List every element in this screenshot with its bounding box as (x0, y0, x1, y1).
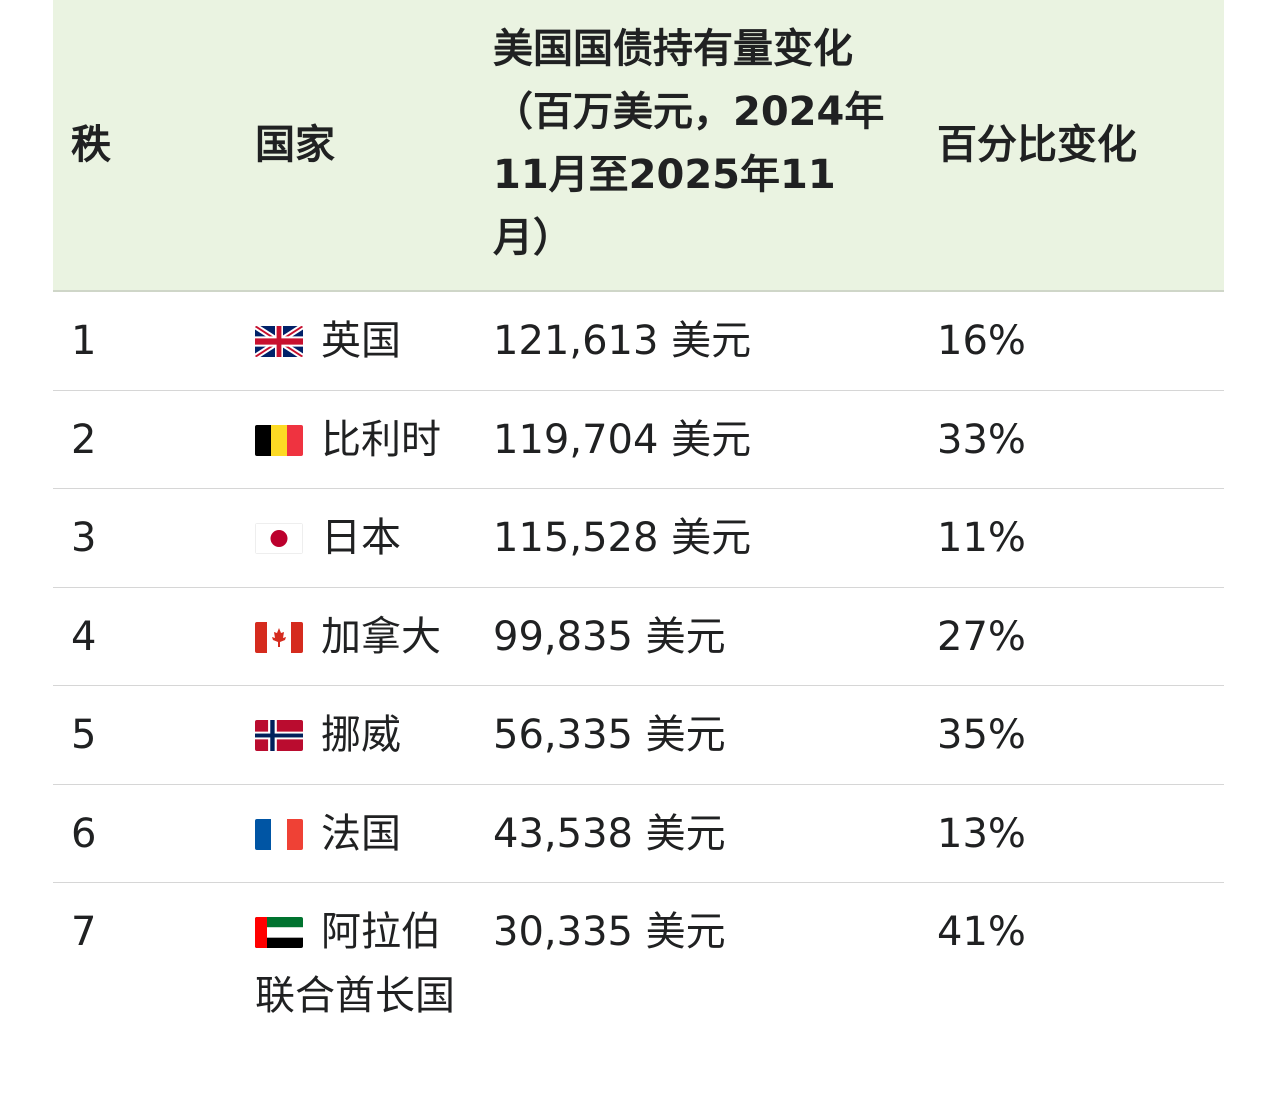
country-name: 比利时 (321, 416, 441, 463)
france-flag-icon (255, 818, 303, 850)
rank-cell: 4 (71, 613, 97, 660)
country-name: 法国 (321, 810, 401, 857)
country-name: 英国 (321, 318, 401, 364)
holdings-change-cell: 119,704 美元 (493, 416, 752, 463)
table-row: 4 加拿大 99,835 美元 27% (53, 588, 1224, 686)
rank-cell: 6 (71, 810, 97, 857)
holdings-change-cell: 115,528 美元 (493, 515, 752, 561)
holdings-change-cell: 56,335 美元 (493, 712, 726, 758)
uae-flag-icon (255, 917, 303, 948)
holdings-change-cell: 99,835 美元 (493, 613, 726, 660)
rank-cell: 7 (71, 909, 97, 955)
uk-flag-icon (255, 326, 303, 357)
header-percent-change: 百分比变化 (937, 122, 1137, 168)
country-cell: 挪威 (255, 703, 465, 767)
percent-change-cell: 16% (937, 318, 1026, 364)
percent-change-cell: 27% (937, 613, 1026, 660)
country-name: 挪威 (321, 712, 401, 758)
rank-cell: 3 (71, 515, 97, 561)
percent-change-cell: 13% (937, 810, 1026, 857)
treasury-holdings-table: 秩 国家 美国国债持有量变化（百万美元，2024年11月至2025年11月） 百… (53, 0, 1224, 1105)
rank-cell: 2 (71, 416, 97, 463)
canada-flag-icon (255, 621, 303, 653)
country-cell: 比利时 (255, 408, 465, 472)
table-row: 6 法国 43,538 美元 13% (53, 785, 1224, 883)
country-cell: 日本 (255, 506, 465, 570)
belgium-flag-icon (255, 424, 303, 456)
japan-flag-icon (255, 523, 303, 554)
table-header: 秩 国家 美国国债持有量变化（百万美元，2024年11月至2025年11月） 百… (53, 0, 1224, 292)
country-name: 加拿大 (321, 613, 441, 660)
table-row: 2 比利时 119,704 美元 33% (53, 391, 1224, 489)
table-row: 3 日本 115,528 美元 11% (53, 489, 1224, 588)
country-name: 日本 (321, 515, 401, 561)
header-rank: 秩 (71, 122, 111, 168)
table-row: 1 英国 121,613 美元 16% (53, 292, 1224, 391)
norway-flag-icon (255, 720, 303, 751)
country-cell: 英国 (255, 309, 465, 373)
holdings-change-cell: 121,613 美元 (493, 318, 752, 364)
country-cell: 加拿大 (255, 605, 465, 669)
percent-change-cell: 41% (937, 909, 1026, 955)
percent-change-cell: 11% (937, 515, 1026, 561)
country-cell: 法国 (255, 802, 465, 866)
rank-cell: 1 (71, 318, 97, 364)
percent-change-cell: 35% (937, 712, 1026, 758)
table-row: 7 阿拉伯联合酋长国 30,335 美元 41% (53, 883, 1224, 1105)
country-cell: 阿拉伯联合酋长国 (255, 900, 465, 1028)
country-name: 阿拉伯联合酋长国 (255, 909, 455, 1019)
holdings-change-cell: 30,335 美元 (493, 909, 726, 955)
holdings-change-cell: 43,538 美元 (493, 810, 726, 857)
header-country: 国家 (255, 122, 335, 168)
rank-cell: 5 (71, 712, 97, 758)
header-holdings-change: 美国国债持有量变化（百万美元，2024年11月至2025年11月） (493, 26, 885, 261)
percent-change-cell: 33% (937, 416, 1026, 463)
table-row: 5 挪威 56,335 美元 35% (53, 686, 1224, 785)
